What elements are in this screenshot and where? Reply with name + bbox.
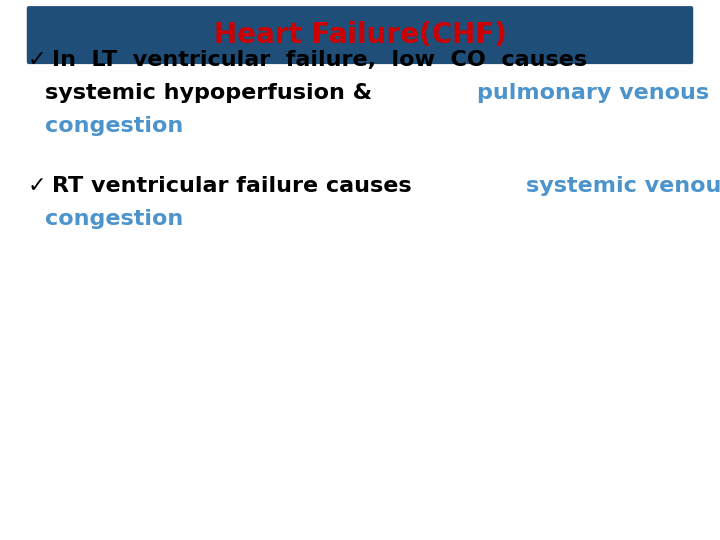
Text: Heart Failure(CHF): Heart Failure(CHF) [214, 21, 506, 49]
Text: systemic venous: systemic venous [526, 176, 720, 196]
Text: ✓: ✓ [28, 50, 47, 70]
Text: ✓: ✓ [28, 176, 47, 196]
Text: In  LT  ventricular  failure,  low  CO  causes: In LT ventricular failure, low CO causes [52, 50, 587, 70]
FancyBboxPatch shape [27, 6, 693, 64]
Text: congestion: congestion [45, 209, 184, 229]
Text: pulmonary venous: pulmonary venous [477, 83, 709, 103]
Text: RT ventricular failure causes: RT ventricular failure causes [52, 176, 420, 196]
Text: congestion: congestion [45, 116, 184, 136]
Text: systemic hypoperfusion &: systemic hypoperfusion & [45, 83, 380, 103]
